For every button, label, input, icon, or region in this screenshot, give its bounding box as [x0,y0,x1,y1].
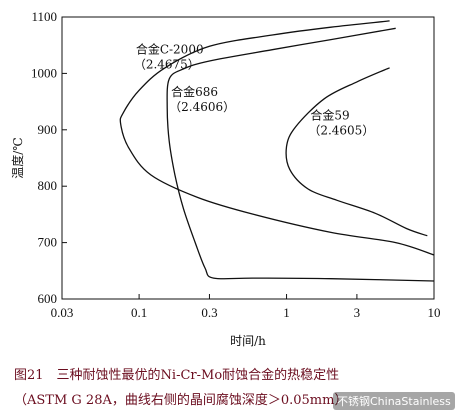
series-line-alloy-c2000 [119,20,435,256]
series-code-alloy-59: （2.4605） [308,124,374,138]
y-tick-label: 700 [38,235,58,250]
x-tick-label: 3 [354,305,361,320]
series-label-alloy-59: 合金59 [310,108,349,123]
series-label-alloy-c2000: 合金C-2000 [136,42,204,57]
y-axis-title: 温度/℃ [10,137,25,178]
plot-frame [61,16,435,300]
series-label-alloy-686: 合金686 [171,84,218,99]
series-line-alloy-686 [166,27,435,282]
series-code-alloy-686: （2.4606） [169,100,235,114]
x-tick-label: 0.3 [201,305,217,320]
series-line-alloy-59 [285,67,428,237]
x-axis-title: 时间/h [230,334,266,348]
y-tick-label: 600 [38,291,58,306]
figure-caption-title: 图21 三种耐蚀性最优的Ni-Cr-Mo耐蚀合金的热稳定性 [14,368,340,383]
watermark-badge: 不锈钢ChinaStainless [333,392,455,410]
x-tick-label: 10 [428,305,441,320]
y-tick-label: 800 [38,178,58,193]
series-group [119,20,435,282]
x-tick-label: 1 [283,305,290,320]
series-code-alloy-c2000: （2.4675） [134,58,200,72]
annotation-group: 合金C-2000（2.4675） 合金686（2.4606） 合金59（2.4605… [134,42,375,138]
y-tick-label: 900 [38,122,58,137]
x-tick-label: 0.03 [51,305,74,320]
y-tick-label: 1000 [31,65,57,80]
y-axis: 600 700 800 900 1000 1100 [31,9,67,306]
chart: 0.03 0.1 0.3 1 3 10 600 700 800 900 1000 1100 合金C-… [10,9,441,348]
x-tick-label: 0.1 [131,305,147,320]
x-axis: 0.03 0.1 0.3 1 3 10 [51,294,441,320]
figure-caption-note: （ASTM G 28A，曲线右侧的晶间腐蚀深度＞0.05mm） [14,393,348,408]
y-tick-label: 1100 [31,9,57,24]
